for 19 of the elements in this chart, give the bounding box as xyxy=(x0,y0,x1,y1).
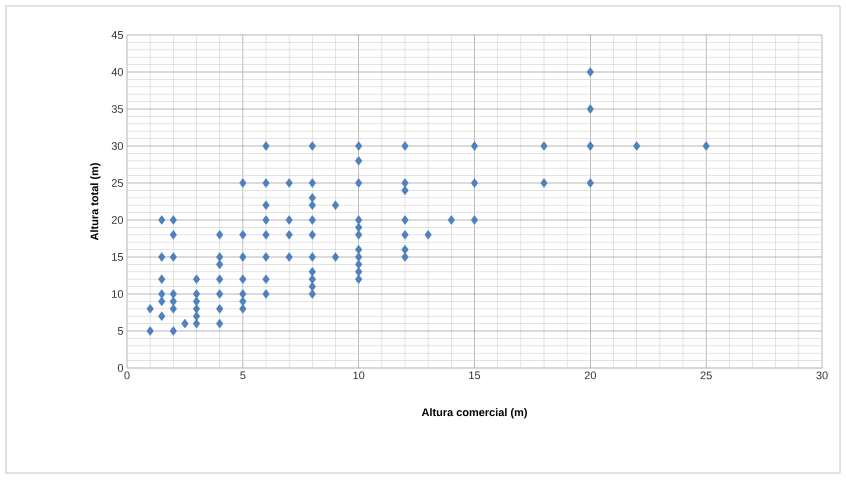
y-tick-label: 10 xyxy=(112,290,124,298)
y-tick-label: 5 xyxy=(118,327,124,335)
y-tick-label: 45 xyxy=(112,31,124,39)
x-tick-label: 0 xyxy=(124,372,130,380)
x-tick-label: 5 xyxy=(240,372,246,380)
y-tick-label: 0 xyxy=(118,364,124,372)
y-tick-label: 40 xyxy=(112,68,124,76)
x-tick-label: 10 xyxy=(353,372,364,380)
x-tick-label: 25 xyxy=(700,372,712,380)
y-axis-title: Altura total (m) xyxy=(90,163,100,240)
y-tick-label: 30 xyxy=(112,142,124,150)
y-tick-label: 15 xyxy=(112,253,124,261)
y-tick-label: 35 xyxy=(112,105,124,113)
y-tick-label: 20 xyxy=(112,216,124,224)
x-tick-label: 15 xyxy=(469,372,480,380)
x-tick-label: 20 xyxy=(584,372,596,380)
x-axis-title: Altura comercial (m) xyxy=(422,408,527,418)
y-tick-label: 25 xyxy=(112,179,124,187)
x-tick-label: 30 xyxy=(816,372,828,380)
